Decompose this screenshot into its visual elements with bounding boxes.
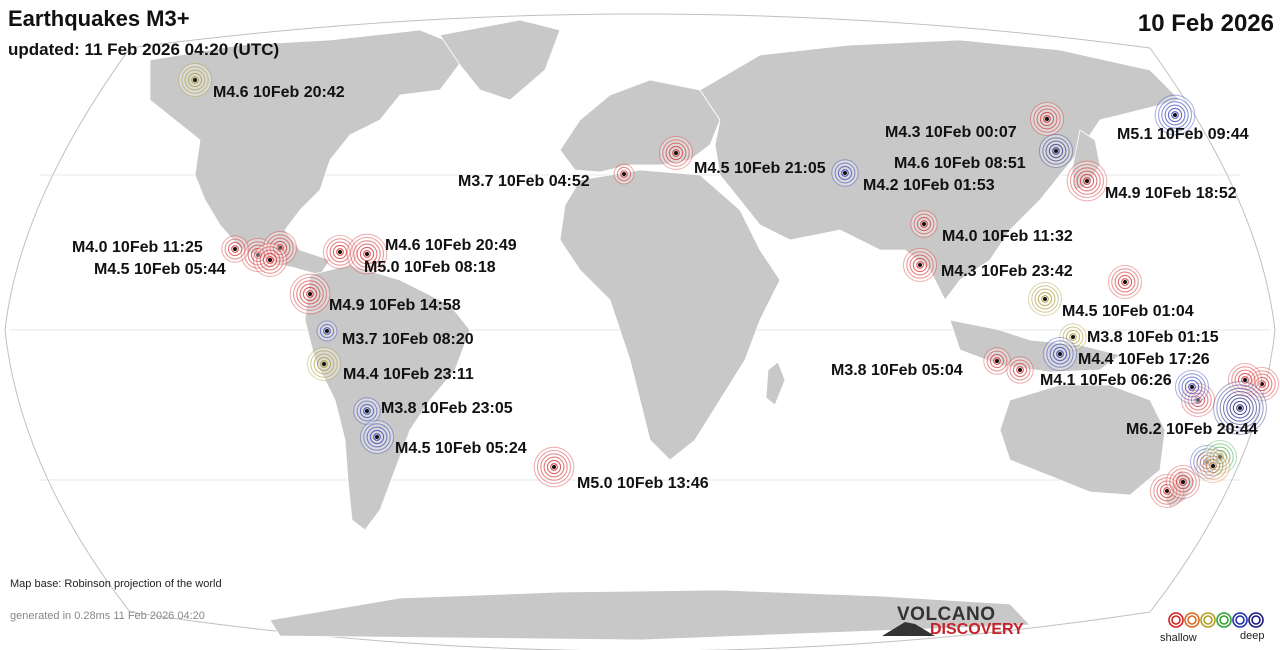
quake-label: M4.0 10Feb 11:32	[942, 228, 1073, 245]
quake-label: M5.0 10Feb 13:46	[577, 475, 709, 492]
quake-marker[interactable]	[1149, 473, 1185, 509]
legend-depth-marker	[1200, 612, 1216, 628]
madagascar	[765, 361, 786, 406]
africa	[559, 169, 781, 461]
quake-marker[interactable]	[1165, 464, 1201, 500]
legend-depth-marker	[1235, 615, 1245, 625]
page-title: Earthquakes M3+	[8, 6, 190, 31]
quake-marker[interactable]	[613, 163, 635, 185]
quake-label: M4.5 10Feb 05:24	[395, 440, 527, 457]
quake-label: M3.8 10Feb 01:15	[1087, 329, 1219, 346]
quake-label: M4.5 10Feb 21:05	[694, 160, 826, 177]
legend-depth-marker	[1184, 612, 1200, 628]
updated-timestamp: updated: 11 Feb 2026 04:20 (UTC)	[8, 40, 280, 59]
greenland	[439, 19, 561, 101]
quake-marker[interactable]	[1154, 94, 1196, 136]
quake-marker[interactable]	[177, 62, 213, 98]
quake-label: M6.2 10Feb 20:44	[1126, 421, 1258, 438]
quake-label: M4.3 10Feb 00:07	[885, 124, 1017, 141]
legend-depth-marker	[1216, 612, 1232, 628]
quake-marker[interactable]	[1174, 369, 1210, 405]
logo-text-bottom: DISCOVERY	[930, 621, 1024, 638]
quake-marker[interactable]	[1038, 133, 1074, 169]
quake-marker[interactable]	[221, 235, 249, 263]
quake-marker[interactable]	[306, 346, 342, 382]
indonesia	[949, 319, 1121, 373]
quake-label: M5.1 10Feb 09:44	[1117, 126, 1249, 143]
quake-label: M4.3 10Feb 23:42	[941, 263, 1073, 280]
quake-marker[interactable]	[1006, 356, 1034, 384]
quake-label: M4.2 10Feb 01:53	[863, 177, 995, 194]
logo-text-top: VOLCANO	[897, 604, 996, 625]
volcano-logo-icon	[882, 622, 935, 636]
quake-label: M4.9 10Feb 14:58	[329, 297, 461, 314]
quake-marker[interactable]	[1213, 381, 1267, 435]
legend-depth-marker	[1251, 615, 1261, 625]
depth-legend: shallow deep	[1158, 608, 1276, 648]
quake-marker[interactable]	[1195, 448, 1231, 484]
quake-marker[interactable]	[289, 273, 331, 315]
quake-label: M3.8 10Feb 23:05	[381, 400, 513, 417]
quake-label: M5.0 10Feb 08:18	[364, 259, 496, 276]
south-america	[304, 264, 471, 531]
quake-label: M4.0 10Feb 11:25	[72, 239, 203, 256]
quake-marker[interactable]	[1066, 160, 1108, 202]
quake-label: M4.4 10Feb 23:11	[343, 366, 474, 383]
quake-marker[interactable]	[252, 242, 288, 278]
quake-label: M4.9 10Feb 18:52	[1105, 185, 1237, 202]
quake-marker[interactable]	[658, 135, 694, 171]
legend-depth-marker	[1219, 615, 1229, 625]
quake-marker[interactable]	[359, 419, 395, 455]
legend-depth-marker	[1248, 612, 1264, 628]
quake-label: M4.5 10Feb 01:04	[1062, 303, 1194, 320]
quake-marker[interactable]	[1027, 281, 1063, 317]
quake-label: M3.7 10Feb 04:52	[458, 173, 590, 190]
generated-note: generated in 0.28ms 11 Feb 2026 04:20	[10, 610, 205, 622]
quake-marker[interactable]	[322, 234, 358, 270]
quake-marker[interactable]	[240, 237, 276, 273]
quake-marker[interactable]	[353, 397, 381, 425]
quake-label: M3.8 10Feb 05:04	[831, 362, 963, 379]
legend-depth-marker	[1232, 612, 1248, 628]
australia	[999, 384, 1166, 496]
quake-marker[interactable]	[1059, 323, 1087, 351]
quake-marker[interactable]	[831, 159, 859, 187]
asia	[699, 39, 1181, 301]
europe	[559, 79, 721, 173]
land-masses	[149, 19, 1196, 641]
quake-marker[interactable]	[1042, 336, 1078, 372]
antarctica	[269, 589, 1031, 641]
quake-marker[interactable]	[1107, 264, 1143, 300]
legend-depth-marker	[1187, 615, 1197, 625]
quake-label: M4.6 10Feb 20:49	[385, 237, 517, 254]
quake-label: M3.7 10Feb 08:20	[342, 331, 474, 348]
legend-depth-marker	[1168, 612, 1184, 628]
legend-deep-label: deep	[1240, 630, 1265, 642]
quake-label: M4.1 10Feb 06:26	[1040, 372, 1172, 389]
quake-marker[interactable]	[533, 446, 575, 488]
quake-label: M4.6 10Feb 08:51	[894, 155, 1026, 172]
quake-label: M4.4 10Feb 17:26	[1078, 351, 1210, 368]
volcano-discovery-logo[interactable]: VOLCANO DISCOVERY	[880, 604, 1040, 644]
quake-layer	[177, 62, 1280, 509]
quake-marker[interactable]	[1029, 101, 1065, 137]
map-date: 10 Feb 2026	[1137, 10, 1274, 37]
legend-depth-marker	[1203, 615, 1213, 625]
depth-legend-markers	[1168, 612, 1264, 628]
quake-marker[interactable]	[902, 247, 938, 283]
map-base-note: Map base: Robinson projection of the wor…	[10, 578, 222, 590]
legend-shallow-label: shallow	[1160, 632, 1197, 644]
legend-depth-marker	[1171, 615, 1181, 625]
quake-marker[interactable]	[346, 233, 388, 275]
quake-marker[interactable]	[1227, 362, 1263, 398]
quake-marker[interactable]	[316, 320, 338, 342]
quake-marker[interactable]	[910, 210, 938, 238]
quake-marker[interactable]	[1180, 382, 1216, 418]
quake-marker[interactable]	[983, 347, 1011, 375]
quake-marker[interactable]	[262, 230, 298, 266]
quake-label: M4.5 10Feb 05:44	[94, 261, 226, 278]
quake-label: M4.6 10Feb 20:42	[213, 84, 345, 101]
